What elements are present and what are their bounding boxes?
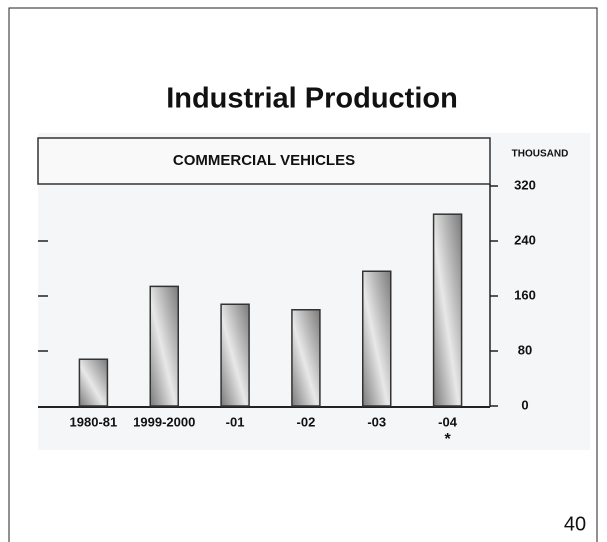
y-tick-label: 240: [514, 232, 536, 247]
bar: [78, 358, 109, 407]
y-axis-label: THOUSAND: [512, 149, 569, 160]
header-box: [37, 137, 491, 185]
y-tick-label: 320: [514, 177, 536, 192]
y-tick-label: 160: [514, 287, 536, 302]
bar: [432, 213, 463, 407]
x-tick-label: -02: [297, 414, 316, 429]
page-number: 40: [564, 513, 586, 535]
x-tick-label: -04: [438, 414, 458, 429]
bar: [220, 303, 250, 407]
bar: [291, 309, 321, 407]
x-tick-label: -03: [367, 414, 386, 429]
y-tick-label: 0: [521, 397, 528, 412]
bar: [362, 270, 392, 407]
slide-frame: [8, 7, 598, 542]
chart-subtitle: COMMERCIAL VEHICLES: [173, 152, 355, 169]
annotation: *: [444, 431, 451, 448]
x-tick-label: 1980-81: [70, 414, 118, 429]
y-tick-label: 80: [518, 342, 532, 357]
bar: [149, 285, 179, 407]
x-tick-label: -01: [226, 414, 245, 429]
x-tick-label: 1999-2000: [133, 414, 195, 429]
chart-title: Industrial Production: [166, 83, 458, 115]
